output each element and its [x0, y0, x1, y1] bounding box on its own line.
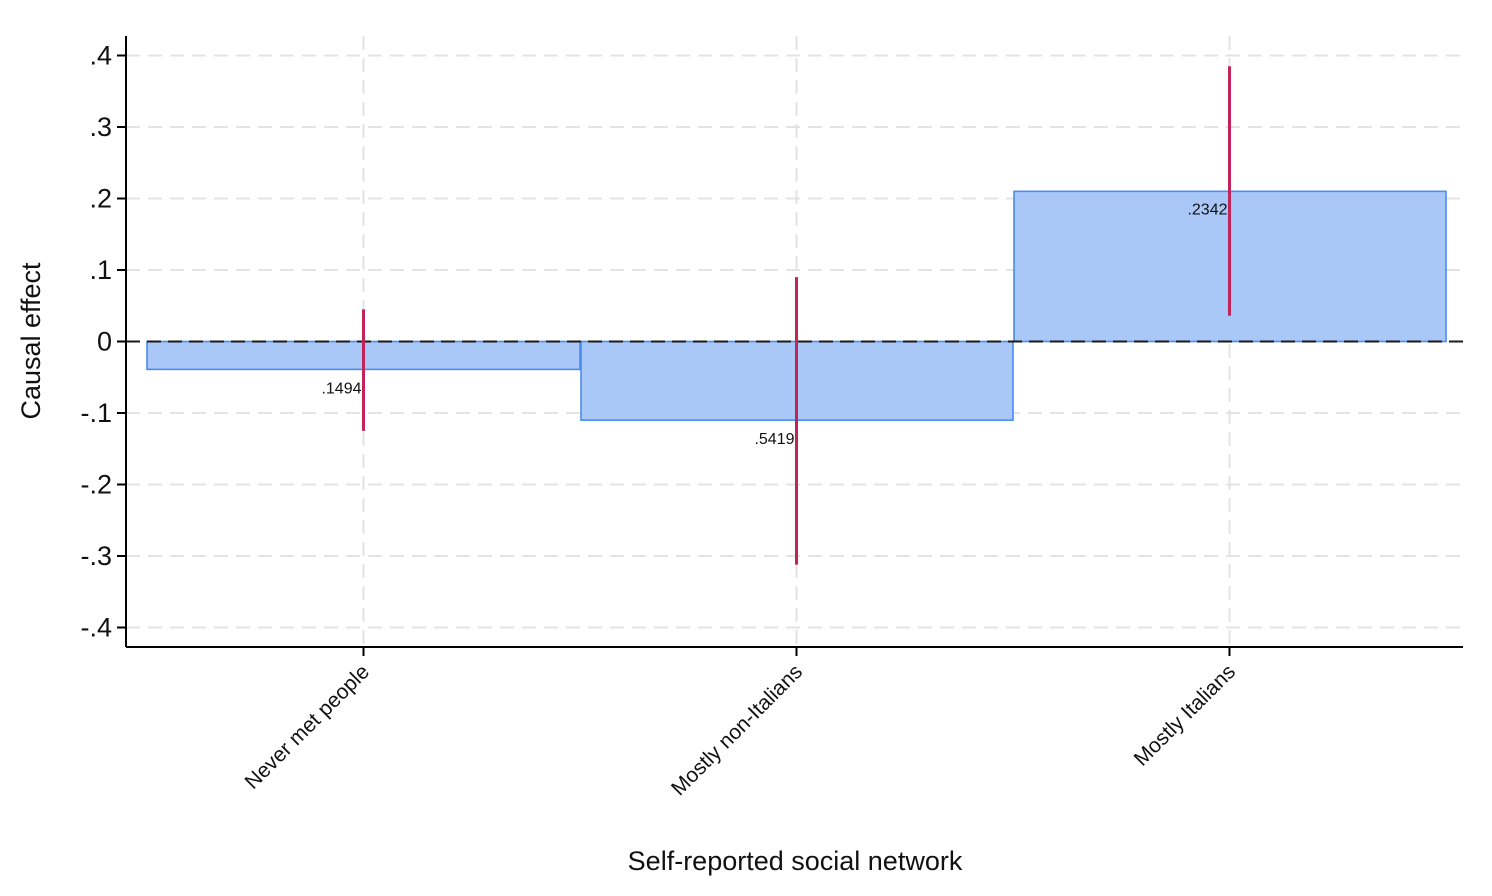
- error-bars: [362, 66, 1231, 565]
- y-tick-label: .1: [89, 255, 112, 285]
- data-label: .5419: [754, 431, 794, 448]
- y-tick-label: -.1: [80, 398, 112, 428]
- x-tick-label: Mostly non-Italians: [667, 660, 807, 800]
- y-tick-label: .4: [89, 41, 112, 71]
- y-tick-label: .2: [89, 184, 112, 214]
- data-label: .2342: [1187, 201, 1227, 218]
- y-tick-label: 0: [97, 327, 112, 357]
- data-labels: .1494 .5419 .2342: [321, 201, 1227, 448]
- y-tick-label: -.3: [80, 541, 112, 571]
- y-tick-label: -.4: [80, 613, 112, 643]
- y-axis-title: Causal effect: [16, 262, 46, 420]
- data-label: .1494: [321, 380, 361, 397]
- x-axis-title: Self-reported social network: [628, 846, 963, 876]
- y-tick-label: .3: [89, 112, 112, 142]
- x-tick-label: Never met people: [241, 660, 374, 793]
- x-tick-label: Mostly Italians: [1130, 660, 1240, 770]
- y-tick-label: -.2: [80, 470, 112, 500]
